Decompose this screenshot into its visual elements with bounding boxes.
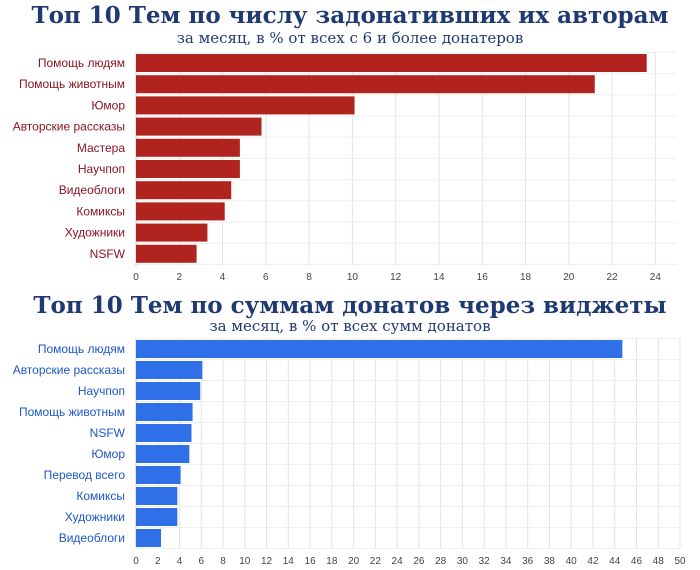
- category-label: NSFW: [90, 247, 126, 261]
- bar: [136, 487, 178, 505]
- bar: [136, 54, 647, 72]
- x-tick-label: 12: [390, 272, 402, 283]
- x-tick-label: 24: [650, 272, 662, 283]
- chart-2-title: Топ 10 Тем по суммам донатов через видже…: [33, 292, 667, 319]
- x-tick-label: 8: [220, 556, 226, 567]
- category-label: Помощь людям: [38, 342, 125, 356]
- bar: [136, 96, 355, 115]
- x-tick-label: 16: [305, 556, 317, 567]
- x-tick-label: 46: [631, 556, 643, 567]
- category-label: Видеоблоги: [59, 531, 125, 545]
- x-tick-label: 20: [563, 272, 575, 283]
- bar: [136, 223, 208, 242]
- x-tick-label: 2: [176, 272, 182, 283]
- x-tick-label: 0: [133, 556, 139, 567]
- category-label: Комиксы: [76, 489, 125, 503]
- bar: [136, 160, 240, 178]
- x-tick-label: 6: [198, 556, 204, 567]
- x-tick-label: 0: [133, 272, 139, 283]
- bar: [136, 529, 162, 547]
- chart-1: Топ 10 Тем по числу задонативших их авто…: [13, 2, 677, 283]
- x-tick-label: 4: [177, 556, 183, 567]
- x-tick-label: 32: [479, 556, 491, 567]
- x-tick-label: 2: [155, 556, 161, 567]
- x-tick-label: 20: [348, 556, 360, 567]
- x-tick-label: 6: [263, 272, 269, 283]
- x-tick-label: 14: [283, 556, 295, 567]
- x-tick-label: 34: [500, 556, 512, 567]
- category-label: Помощь животным: [19, 77, 125, 91]
- category-label: Научпоп: [78, 384, 125, 398]
- category-label: Авторские рассказы: [13, 120, 125, 134]
- category-label: Помощь людям: [38, 56, 125, 70]
- bar: [136, 424, 192, 442]
- x-tick-label: 8: [306, 272, 312, 283]
- chart-2-subtitle: за месяц, в % от всех сумм донатов: [209, 317, 491, 335]
- bar: [136, 445, 190, 463]
- chart-2-plot: 0 2 4 6 8 10 12 14 16 18 20 22 24 26 28 30 32 34 36 38 40 42 4…: [13, 338, 686, 567]
- bar: [136, 202, 225, 221]
- x-tick-label: 42: [587, 556, 599, 567]
- x-tick-label: 36: [522, 556, 534, 567]
- x-tick-label: 26: [413, 556, 425, 567]
- bar: [136, 340, 623, 358]
- category-label: Мастера: [77, 141, 126, 155]
- category-label: Помощь животным: [19, 405, 125, 419]
- category-label: Научпоп: [78, 162, 125, 176]
- x-tick-label: 22: [607, 272, 619, 283]
- bar: [136, 403, 193, 421]
- category-label: Художники: [65, 510, 125, 524]
- x-tick-label: 28: [435, 556, 447, 567]
- x-tick-label: 24: [392, 556, 404, 567]
- x-tick-label: 40: [566, 556, 578, 567]
- x-tick-label: 50: [674, 556, 686, 567]
- x-tick-label: 4: [220, 272, 226, 283]
- bar: [136, 361, 203, 379]
- x-tick-label: 10: [347, 272, 359, 283]
- category-label: Комиксы: [76, 204, 125, 218]
- category-label: Художники: [65, 226, 125, 240]
- category-label: NSFW: [90, 426, 126, 440]
- x-tick-label: 10: [239, 556, 251, 567]
- bar: [136, 508, 178, 526]
- bar: [136, 117, 262, 136]
- category-label: Видеоблоги: [59, 183, 125, 197]
- bar: [136, 138, 240, 157]
- bar: [136, 75, 595, 94]
- x-tick-label: 18: [326, 556, 338, 567]
- bar: [136, 244, 197, 263]
- x-tick-label: 22: [370, 556, 382, 567]
- x-tick-label: 18: [520, 272, 532, 283]
- bar: [136, 466, 181, 484]
- chart-1-subtitle: за месяц, в % от всех с 6 и более донате…: [176, 29, 524, 47]
- chart-1-title: Топ 10 Тем по числу задонативших их авто…: [31, 2, 669, 29]
- x-tick-label: 12: [261, 556, 273, 567]
- bar: [136, 181, 232, 200]
- bar: [136, 382, 201, 400]
- chart-2: Топ 10 Тем по суммам донатов через видже…: [0, 288, 700, 570]
- x-tick-label: 14: [433, 272, 445, 283]
- category-label: Юмор: [91, 98, 125, 112]
- x-tick-label: 38: [544, 556, 556, 567]
- category-label: Юмор: [91, 447, 125, 461]
- category-label: Авторские рассказы: [13, 363, 125, 377]
- x-tick-label: 16: [477, 272, 489, 283]
- x-tick-label: 48: [653, 556, 665, 567]
- x-tick-label: 44: [609, 556, 621, 567]
- category-label: Перевод всего: [44, 468, 126, 482]
- x-tick-label: 30: [457, 556, 469, 567]
